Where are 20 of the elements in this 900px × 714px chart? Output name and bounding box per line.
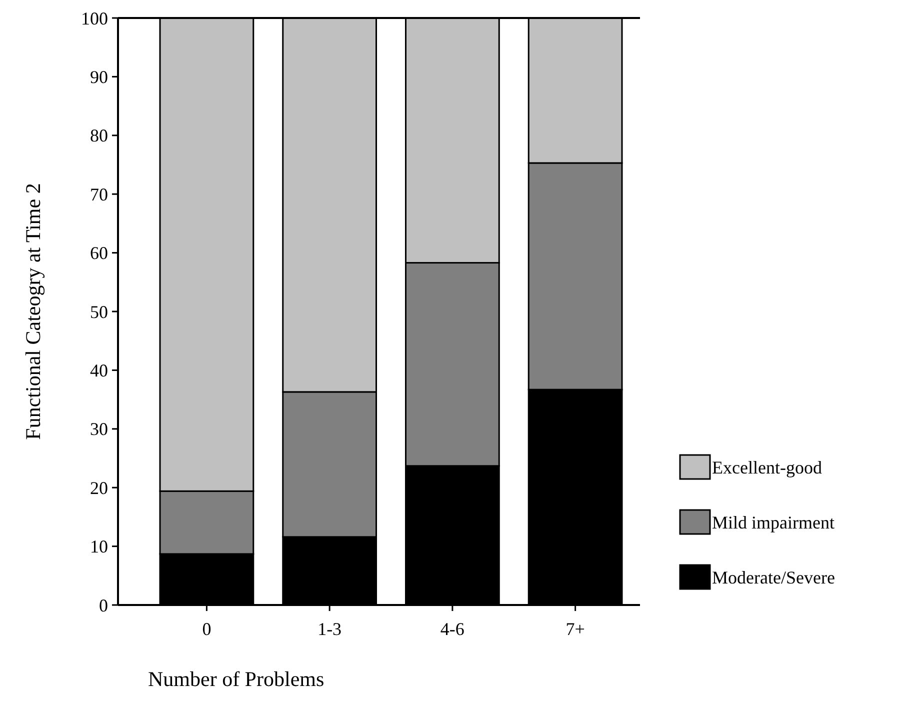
x-tick-label: 0 <box>202 619 212 639</box>
y-tick-label: 40 <box>90 360 108 380</box>
y-axis-title: Functional Cateogry at Time 2 <box>21 183 45 440</box>
y-tick-label: 60 <box>90 243 108 264</box>
y-tick-label: 90 <box>90 67 108 87</box>
legend-label: Mild impairment <box>712 512 834 532</box>
legend-label: Moderate/Severe <box>712 567 835 588</box>
y-tick-label: 30 <box>90 419 108 440</box>
y-tick-label: 50 <box>90 302 108 322</box>
y-tick-label: 70 <box>90 184 108 204</box>
y-tick-label: 100 <box>81 8 108 28</box>
x-axis-title: Number of Problems <box>148 667 324 691</box>
x-tick-label: 7+ <box>566 619 585 639</box>
x-tick-label: 4-6 <box>440 619 464 639</box>
legend-label: Excellent-good <box>712 457 822 478</box>
y-tick-label: 80 <box>90 126 108 146</box>
y-tick-label: 10 <box>90 536 108 557</box>
x-tick-label: 1-3 <box>318 619 342 639</box>
y-tick-label: 0 <box>99 595 108 616</box>
y-tick-label: 20 <box>90 478 108 498</box>
